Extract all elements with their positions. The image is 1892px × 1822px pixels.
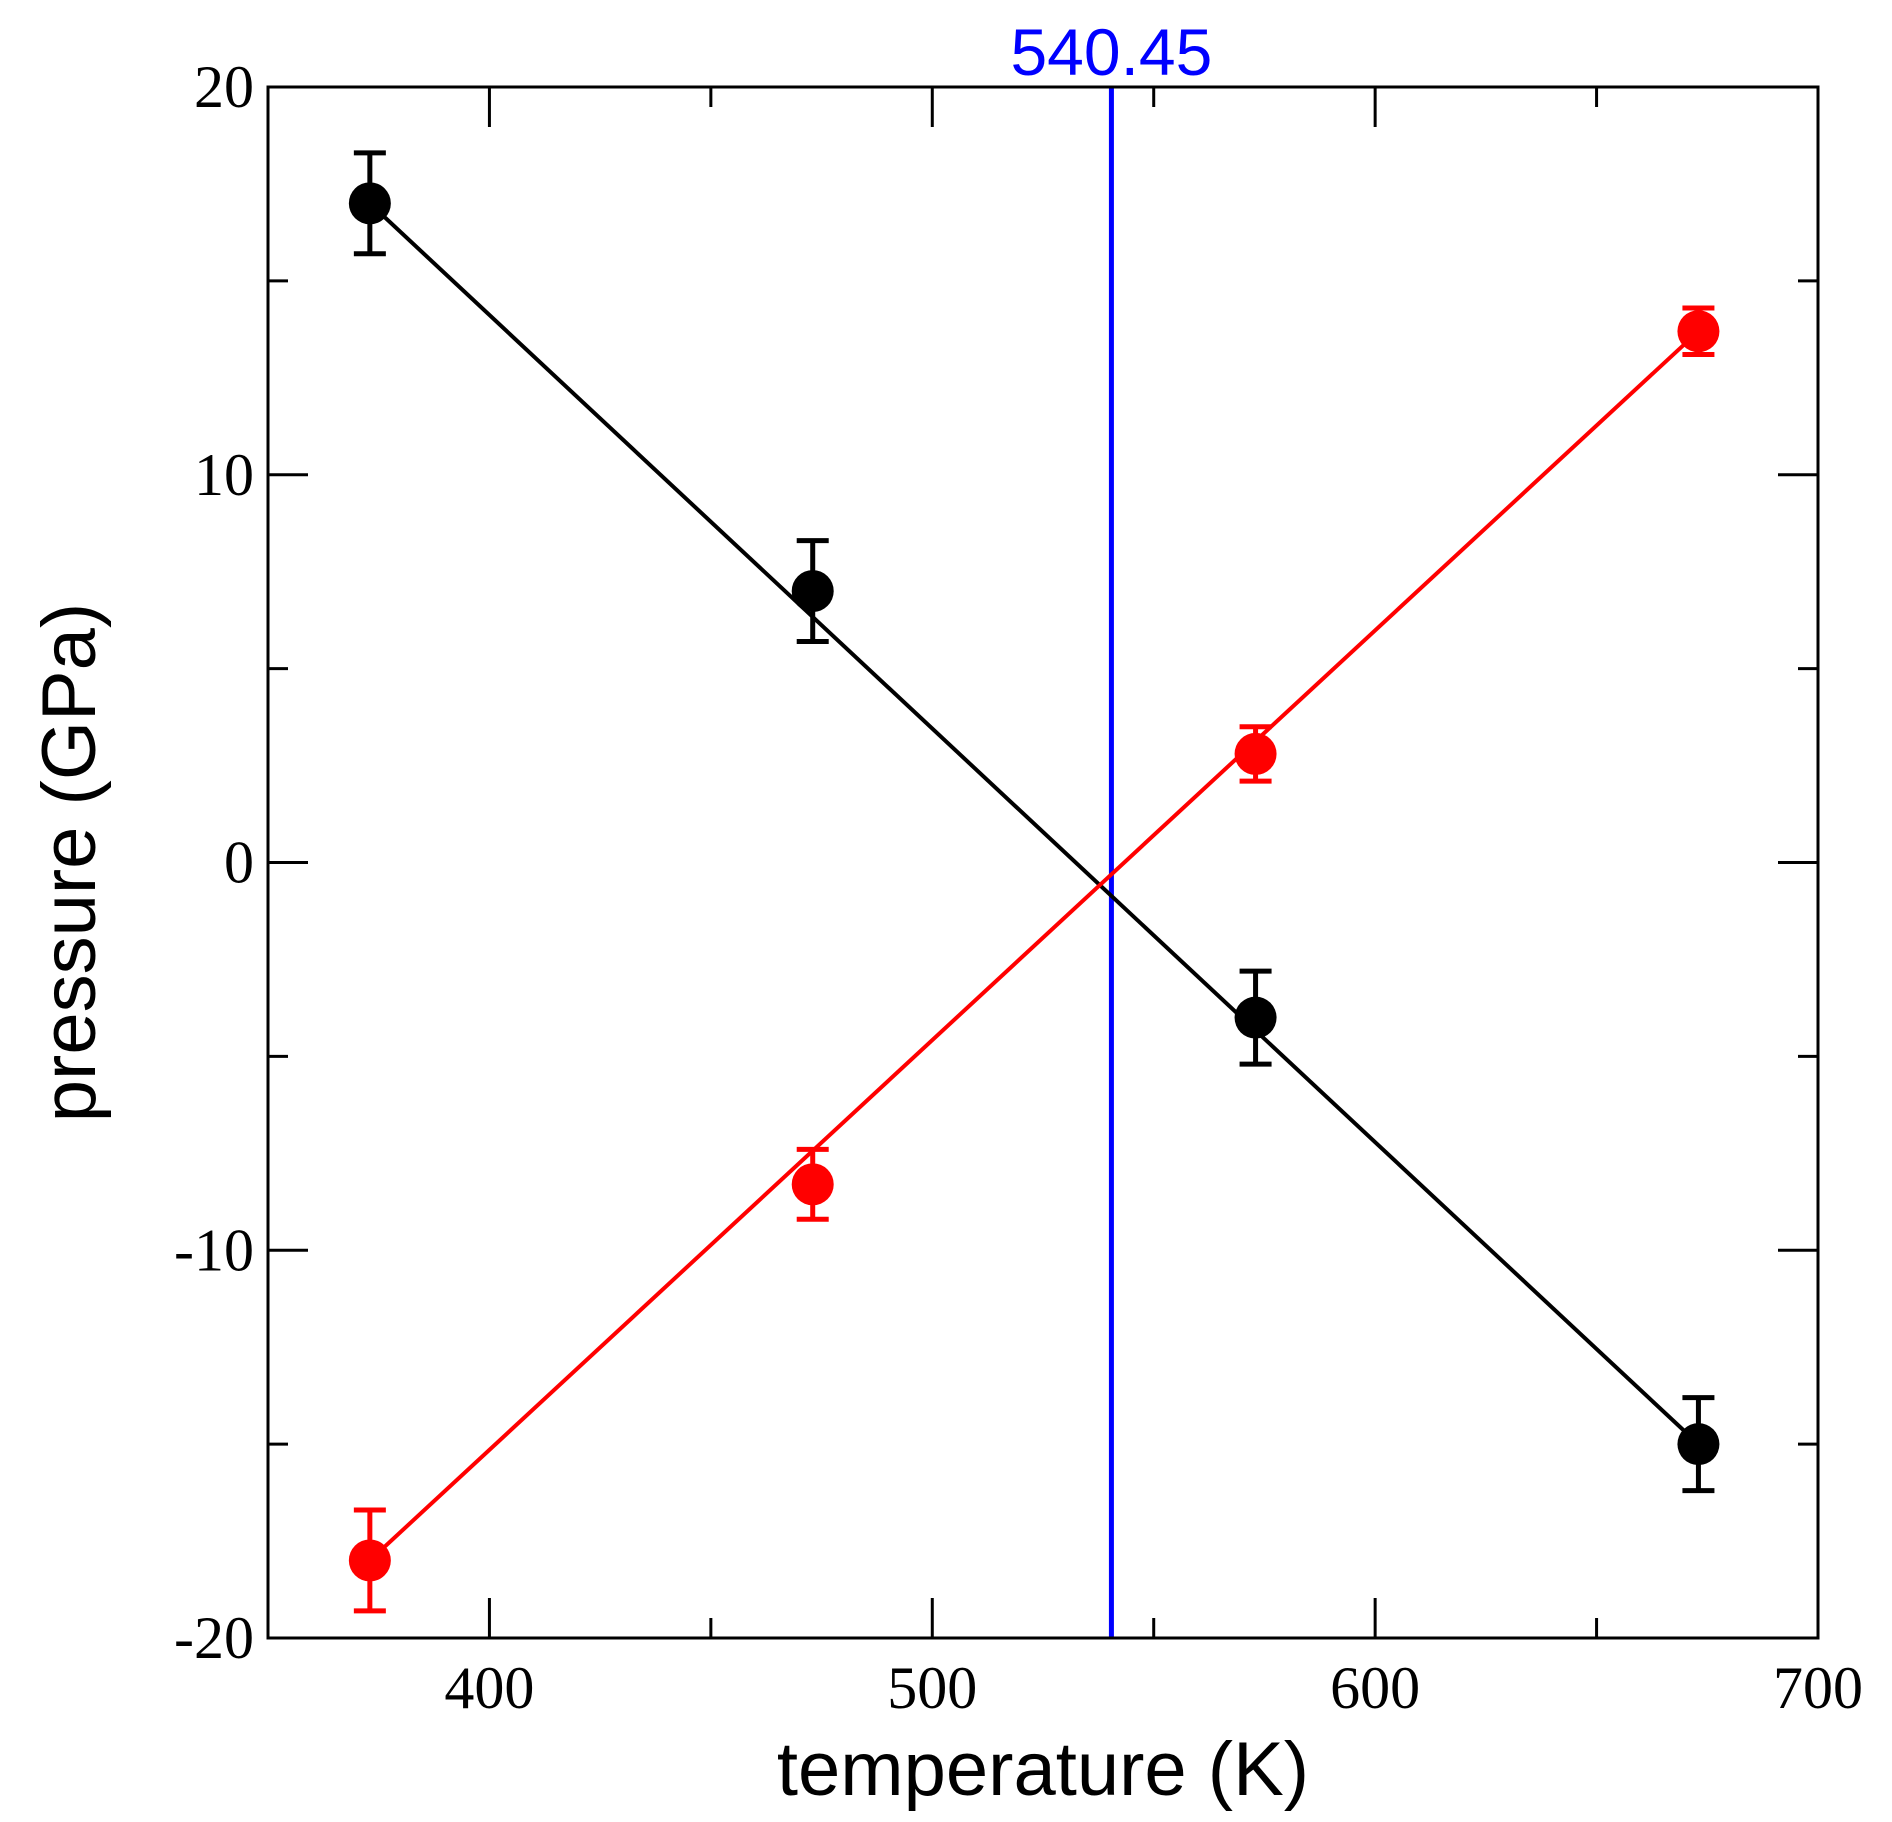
y-tick-labels: -20 -10 0 10 20 [174, 54, 254, 1671]
y-axis-title: pressure (GPa) [27, 603, 112, 1123]
y-tick-label: -10 [174, 1217, 254, 1283]
y-tick-label: -20 [174, 1605, 254, 1671]
vline-annotation-label: 540.45 [1010, 15, 1212, 89]
series-0-point [1677, 1423, 1720, 1466]
x-tick-label: 500 [887, 1655, 977, 1721]
series-0-point [1234, 996, 1277, 1039]
series-0-fit-line [368, 201, 1700, 1446]
x-tick-label: 400 [444, 1655, 534, 1721]
plot-content [348, 87, 1720, 1638]
series-0-point [348, 182, 391, 225]
series-1-fit-line [368, 329, 1700, 1562]
series-1-point [348, 1539, 391, 1582]
x-axis-title: temperature (K) [777, 1727, 1309, 1812]
x-tick-labels: 400 500 600 700 [444, 1655, 1863, 1721]
series-1-point [791, 1163, 834, 1206]
x-tick-label: 600 [1330, 1655, 1420, 1721]
y-tick-label: 10 [194, 442, 254, 508]
y-tick-label: 0 [224, 830, 254, 896]
series-1-point [1677, 310, 1720, 353]
plot-frame [266, 85, 1820, 1640]
x-tick-label: 700 [1773, 1655, 1863, 1721]
major-ticks [268, 85, 1820, 1640]
minor-ticks [266, 87, 1818, 1638]
series-1-point [1234, 732, 1277, 775]
series-0-point [791, 570, 834, 613]
y-tick-label: 20 [194, 54, 254, 120]
